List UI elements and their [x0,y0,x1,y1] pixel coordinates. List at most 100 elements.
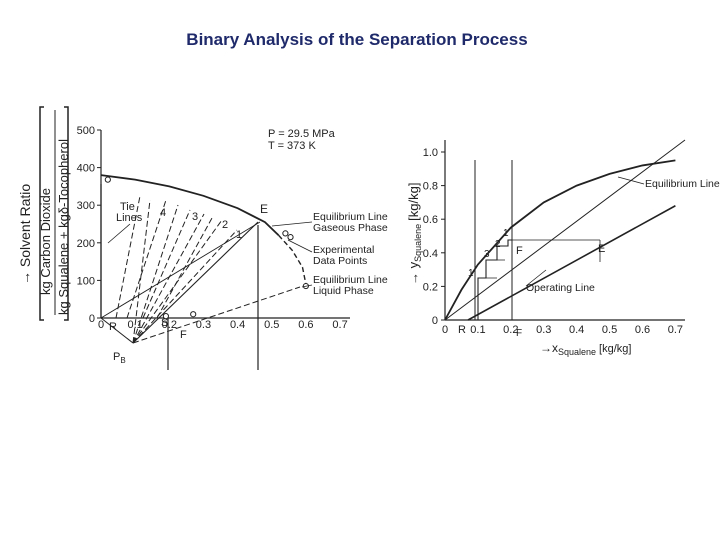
right-x-tick-label: 0.3 [536,324,551,336]
left-x-tick-label: 0.7 [332,319,347,331]
experimental-data-point [190,311,197,318]
condition-temperature: T = 373 K [268,140,316,152]
left-diagram: → Solvent Ratio kg Carbon Dioxide kg Squ… [17,106,388,370]
left-y-tick-label: 100 [77,275,95,287]
tie-line-8 [142,209,191,319]
point-r-right: R [458,324,466,336]
left-x-tick-label: 0 [98,319,104,331]
tie-line-3 [132,213,205,344]
left-y-tick-label: 500 [77,125,95,137]
equilibrium-curve [444,159,676,321]
point-pb: PB [113,351,126,365]
tie-lines [100,195,301,344]
operating-construction-line [100,221,261,319]
diagonal-line [444,139,686,321]
experimental-data-point [104,176,111,183]
operating-line [467,205,676,321]
right-y-tick-label: 0.8 [423,181,438,193]
right-x-tick-label: 0.6 [635,324,650,336]
label-eq-gas-2: Gaseous Phase [313,222,388,234]
equilibrium-liquid-curve [278,234,307,285]
tie-label-2: Lines [116,212,143,224]
tie-line-liquid [132,286,301,344]
point-f-right-axis: F [516,328,522,339]
left-ylabel-numerator: kg Carbon Dioxide [38,188,53,295]
tie-line-e [132,221,259,344]
left-y-tick-label: 300 [77,200,95,212]
equilibrium-leader [617,176,645,185]
left-y-ticks: 0 100 200 300 400 500 [77,125,101,325]
left-x-tick-label: 0.2 [162,319,177,331]
right-stage-2: 2 [495,239,501,250]
right-xlabel: →xSqualene [kg/kg] [540,341,631,357]
experimental-data-point [287,234,294,241]
right-x-tick-label: 0.4 [569,324,584,336]
tie-line-1 [132,229,238,344]
right-stage-1-bottom: 1 [468,268,474,279]
page-title: Binary Analysis of the Separation Proces… [186,30,528,49]
right-y-tick-label: 0.6 [423,214,438,226]
left-ylabel-group: → Solvent Ratio [17,184,33,285]
stage-number-3: 3 [192,211,198,223]
right-ylabel-group: → ySqualene[kg/kg] [406,183,423,285]
right-bracket [64,106,69,321]
point-r-left: R [109,321,117,333]
label-exp-2: Data Points [313,255,367,267]
point-f-left: F [180,329,187,341]
tie-line-5 [132,199,151,344]
left-bracket [39,106,44,321]
right-x-tick-label: 0.7 [668,324,683,336]
tie-line-4 [132,204,179,344]
right-diagram: → ySqualene[kg/kg] 0 0.2 0.4 0.6 0.8 1.0 0 0.1… [406,139,720,357]
right-y-ticks: 0 0.2 0.4 0.6 0.8 1.0 [423,147,445,327]
right-stage-3: 3 [484,249,490,260]
left-y-tick-label: 0 [89,313,95,325]
point-s-left: S [161,317,168,329]
right-y-tick-label: 1.0 [423,147,438,159]
label-exp-1: Experimental [313,244,374,256]
right-x-tick-label: 0.2 [503,324,518,336]
experimental-data-point [162,313,169,320]
left-y-tick-label: 200 [77,238,95,250]
tie-line-r [100,317,134,344]
right-x-ticks: 0 0.1 0.2 0.3 0.4 0.5 0.6 0.7 [442,324,683,336]
label-equilibrium: Equilibrium Line [645,178,720,190]
experimental-data-point [282,230,289,237]
exp-leader [287,239,313,253]
experimental-points [104,176,309,320]
point-f-right: F [516,245,523,257]
eq-liquid-leader [301,284,313,288]
left-x-tick-label: 0.4 [230,319,245,331]
left-x-tick-label: 0.5 [264,319,279,331]
point-e-right: E [598,243,605,255]
label-eq-liquid-2: Liquid Phase [313,285,374,297]
condition-pressure: P = 29.5 MPa [268,128,336,140]
operating-leader [525,269,547,287]
left-x-tick-label: 0.6 [298,319,313,331]
left-x-tick-label: 0.3 [196,319,211,331]
tie-label-leader [107,223,131,244]
right-stage-1-top: 1 [503,228,509,239]
tie-label-1: Tie [120,201,135,213]
right-y-tick-label: 0 [432,315,438,327]
left-y-tick-label: 400 [77,163,95,175]
right-x-tick-label: 0.5 [602,324,617,336]
right-x-tick-label: 0 [442,324,448,336]
tie-line-6 [115,195,141,319]
left-ylabel-fraction: kg Carbon Dioxide kg Squalene + kgδ-Toco… [38,110,71,315]
right-y-tick-label: 0.4 [423,248,438,260]
point-e-left: E [260,202,268,216]
left-ylabel: → Solvent Ratio [17,184,33,285]
label-eq-gas-1: Equilibrium Line [313,211,388,223]
label-eq-liquid-1: Equilibrium Line [313,274,388,286]
right-ylabel: → ySqualene[kg/kg] [406,183,423,285]
right-y-tick-label: 0.2 [423,281,438,293]
equilibrium-gas-curve [100,174,280,236]
stage-number-2: 2 [222,219,228,231]
stage-number-1: 1 [236,229,242,241]
label-operating: Operating Line [526,282,595,294]
right-x-tick-label: 0.1 [470,324,485,336]
eq-gas-leader [271,221,313,227]
stage-number-4: 4 [160,207,166,219]
